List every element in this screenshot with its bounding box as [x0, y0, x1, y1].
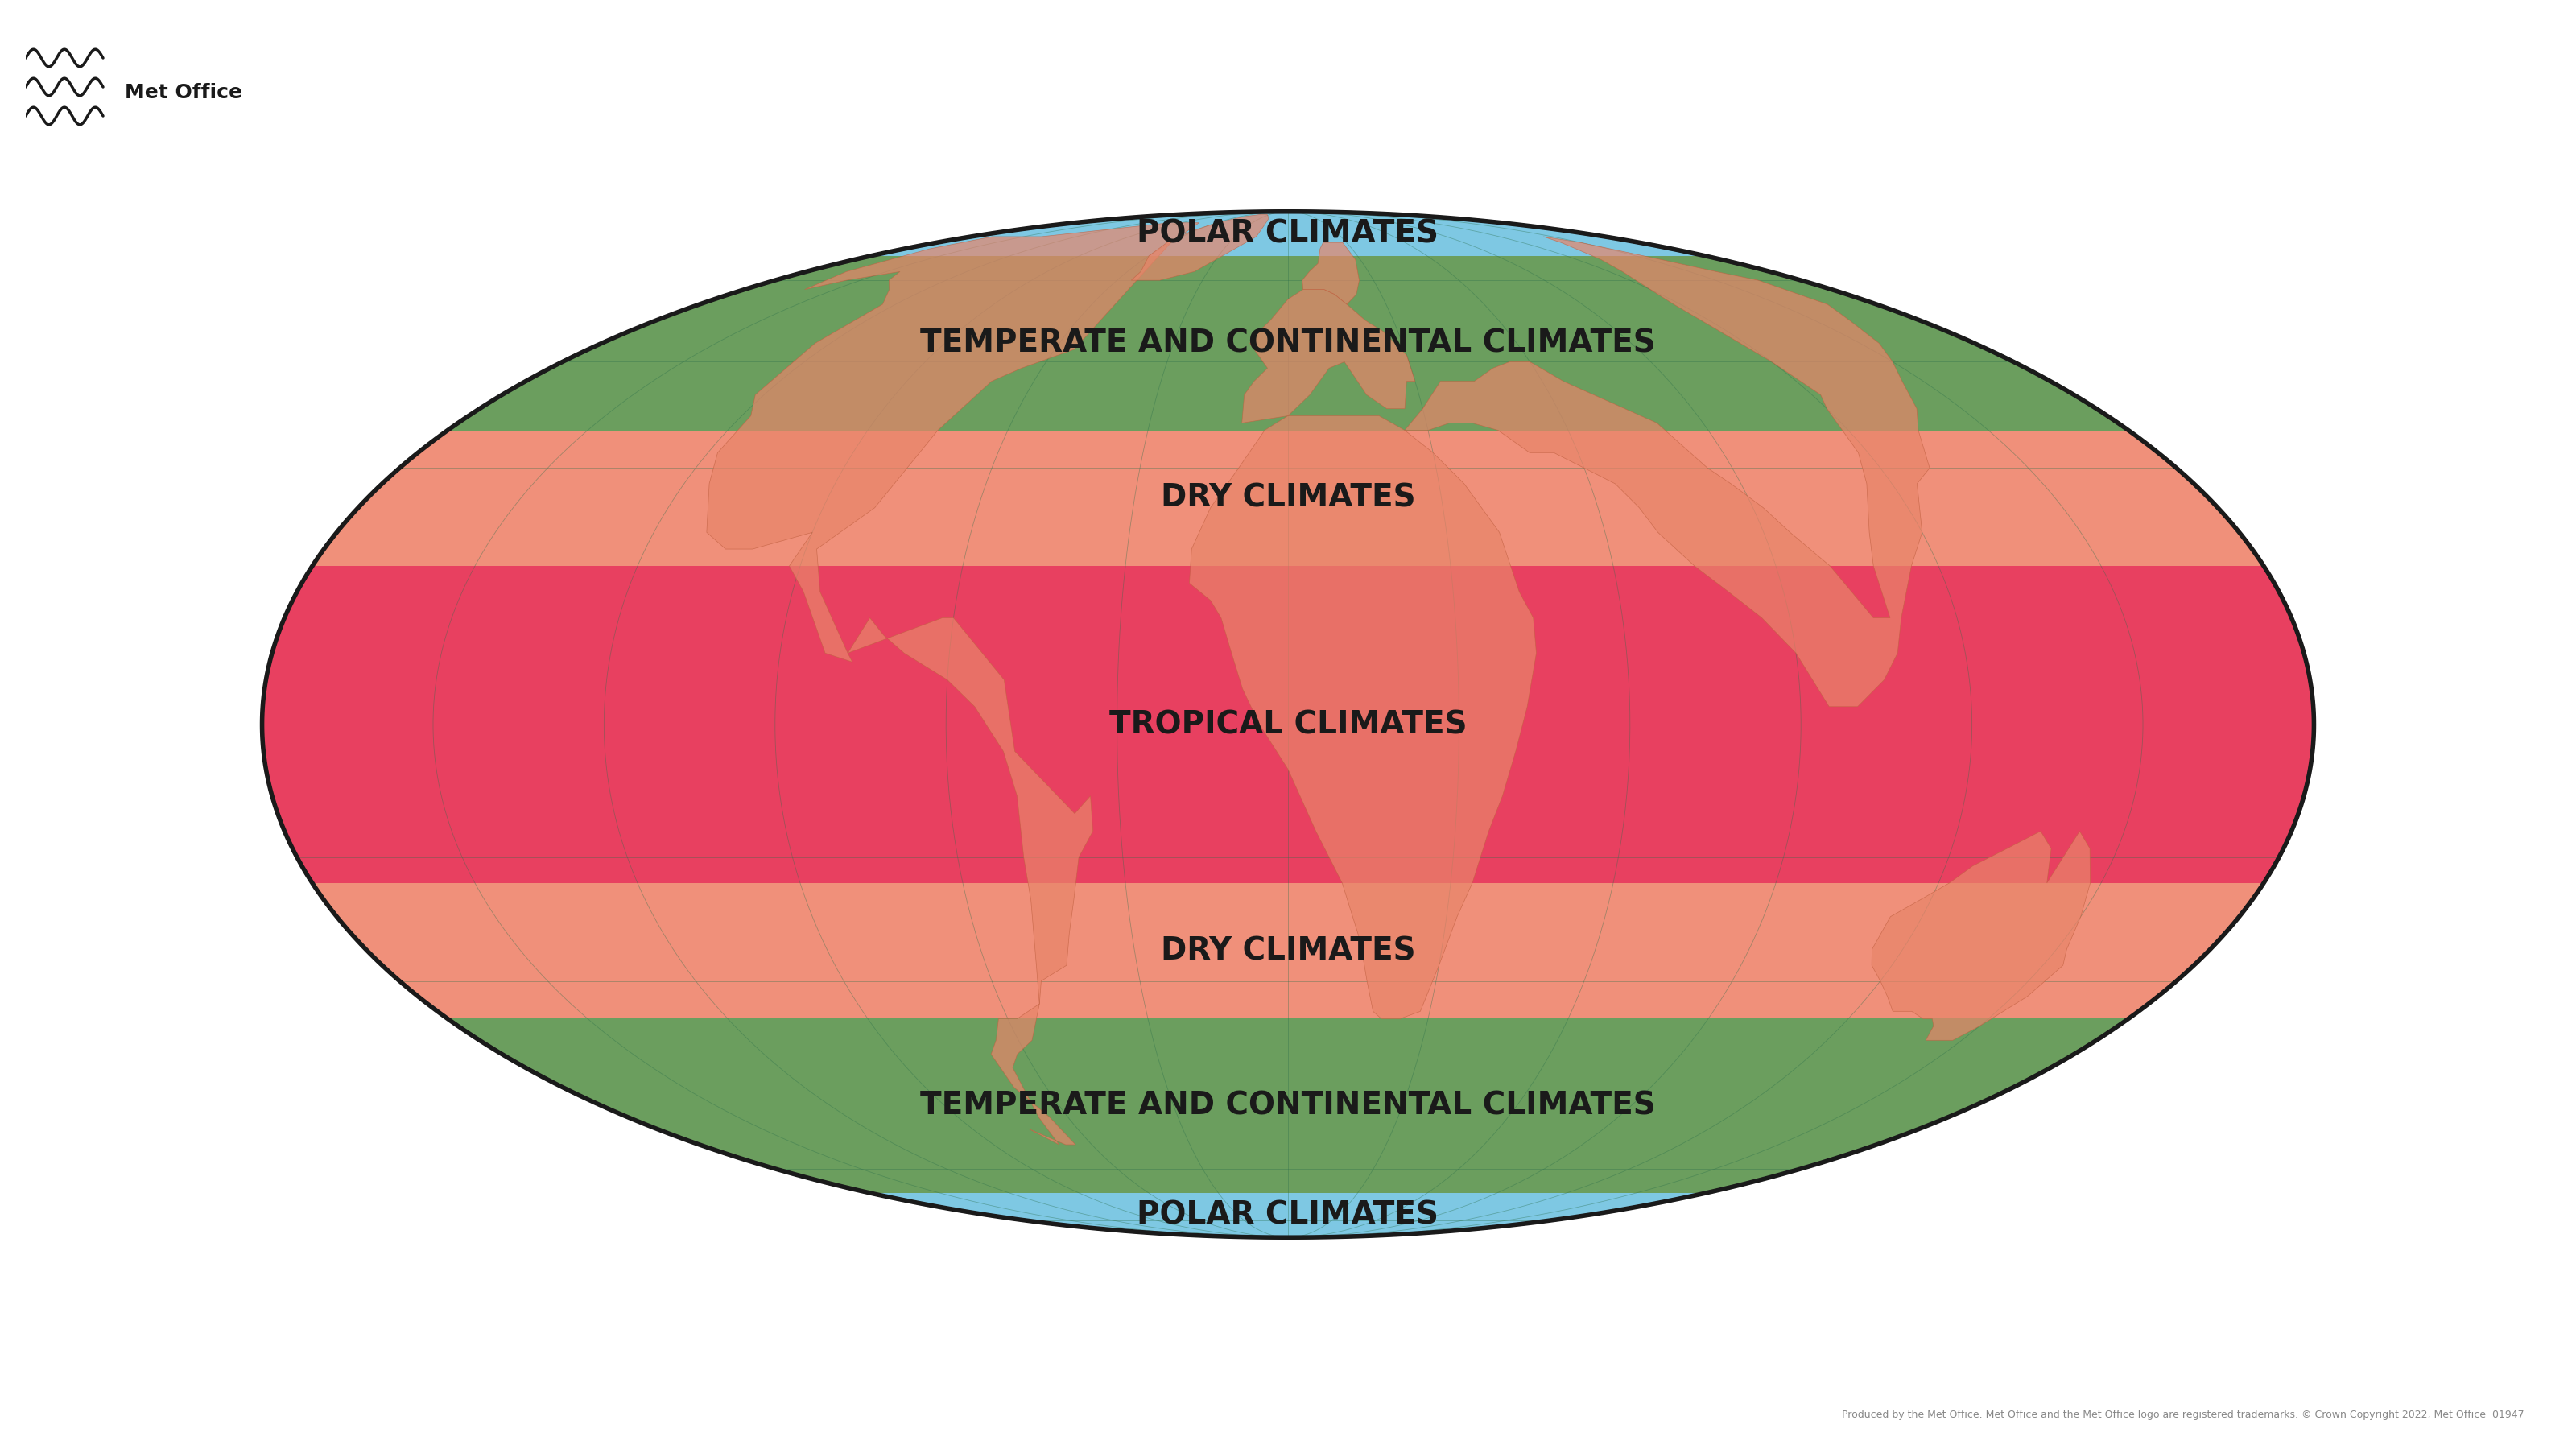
- PathPatch shape: [263, 212, 2313, 1237]
- Polygon shape: [1242, 290, 1414, 423]
- PathPatch shape: [263, 212, 2313, 1237]
- PathPatch shape: [263, 212, 2313, 1237]
- PathPatch shape: [263, 212, 2313, 1237]
- PathPatch shape: [211, 430, 2365, 567]
- PathPatch shape: [211, 567, 2365, 882]
- Text: TROPICAL CLIMATES: TROPICAL CLIMATES: [1110, 709, 1466, 740]
- PathPatch shape: [263, 212, 2313, 1237]
- Text: DRY CLIMATES: DRY CLIMATES: [1162, 483, 1414, 513]
- PathPatch shape: [263, 212, 2313, 1237]
- PathPatch shape: [263, 212, 2313, 1237]
- Polygon shape: [706, 223, 1198, 662]
- PathPatch shape: [263, 212, 2313, 1237]
- PathPatch shape: [263, 212, 2313, 1237]
- PathPatch shape: [263, 212, 2313, 1237]
- PathPatch shape: [263, 212, 2313, 1237]
- Text: TEMPERATE AND CONTINENTAL CLIMATES: TEMPERATE AND CONTINENTAL CLIMATES: [920, 1091, 1656, 1122]
- PathPatch shape: [263, 212, 2313, 1237]
- PathPatch shape: [263, 212, 2313, 1237]
- PathPatch shape: [211, 256, 2365, 430]
- Polygon shape: [1873, 832, 2089, 1040]
- PathPatch shape: [263, 212, 2313, 1237]
- PathPatch shape: [263, 212, 2313, 1237]
- PathPatch shape: [263, 212, 2313, 1237]
- Text: POLAR CLIMATES: POLAR CLIMATES: [1136, 1200, 1440, 1230]
- Polygon shape: [848, 617, 1092, 1145]
- PathPatch shape: [263, 212, 2313, 1237]
- PathPatch shape: [263, 212, 2313, 1237]
- Text: POLAR CLIMATES: POLAR CLIMATES: [1136, 219, 1440, 249]
- PathPatch shape: [211, 1193, 2365, 1237]
- Polygon shape: [1190, 416, 1535, 1019]
- PathPatch shape: [263, 212, 2313, 1237]
- Text: Produced by the Met Office. Met Office and the Met Office logo are registered tr: Produced by the Met Office. Met Office a…: [1842, 1410, 2524, 1420]
- PathPatch shape: [263, 212, 2313, 1237]
- PathPatch shape: [263, 212, 2313, 1237]
- PathPatch shape: [263, 212, 2313, 1237]
- PathPatch shape: [263, 212, 2313, 1237]
- Polygon shape: [1303, 242, 1360, 304]
- Text: TEMPERATE AND CONTINENTAL CLIMATES: TEMPERATE AND CONTINENTAL CLIMATES: [920, 327, 1656, 358]
- PathPatch shape: [263, 212, 2313, 1237]
- PathPatch shape: [211, 882, 2365, 1019]
- PathPatch shape: [211, 1019, 2365, 1193]
- PathPatch shape: [263, 212, 2313, 1237]
- Text: Met Office: Met Office: [124, 83, 242, 103]
- PathPatch shape: [263, 212, 2313, 1237]
- Polygon shape: [1404, 236, 1929, 707]
- PathPatch shape: [211, 212, 2365, 256]
- PathPatch shape: [263, 212, 2313, 1237]
- PathPatch shape: [263, 212, 2313, 1237]
- Text: DRY CLIMATES: DRY CLIMATES: [1162, 936, 1414, 966]
- PathPatch shape: [263, 212, 2313, 1237]
- Polygon shape: [1131, 214, 1267, 280]
